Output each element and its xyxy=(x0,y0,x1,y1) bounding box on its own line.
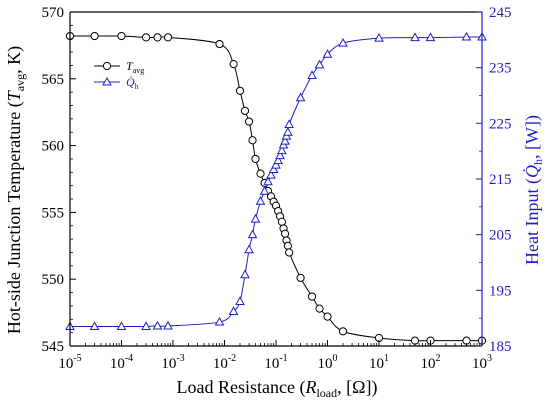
data-point-left xyxy=(280,229,290,238)
data-point-right xyxy=(259,186,270,195)
x-tick-label: 10-4 xyxy=(110,353,133,372)
data-point-right xyxy=(273,155,283,165)
y-right-tick-label: 195 xyxy=(489,283,512,299)
data-point-right xyxy=(116,321,127,331)
chart-lines-layer xyxy=(65,31,487,345)
data-point-left xyxy=(277,217,286,226)
legend-marker-circle xyxy=(102,61,112,71)
data-point-left xyxy=(251,154,260,164)
data-point-right xyxy=(338,37,348,47)
x-tick-label: 10-3 xyxy=(161,353,184,372)
y-right-tick-label: 205 xyxy=(489,228,512,244)
data-point-right xyxy=(374,32,384,42)
legend: Tavg Q̇h xyxy=(94,59,144,91)
legend-label-right-series: Q̇h xyxy=(126,75,139,91)
data-point-right xyxy=(247,229,258,239)
y-left-tick-label: 570 xyxy=(42,5,65,21)
axes-layer xyxy=(69,11,483,347)
data-point-right xyxy=(271,159,281,169)
y-left-tick-label: 555 xyxy=(42,205,65,221)
data-point-left xyxy=(315,304,324,313)
data-point-right xyxy=(280,135,290,145)
x-tick-label: 103 xyxy=(472,353,492,372)
data-point-left xyxy=(229,60,238,69)
data-point-right xyxy=(275,150,285,160)
data-point-left xyxy=(235,86,245,95)
data-point-left xyxy=(163,33,173,42)
data-point-right xyxy=(163,320,173,330)
data-point-right xyxy=(284,119,294,128)
data-point-left xyxy=(283,241,292,250)
x-tick-label: 102 xyxy=(421,353,441,372)
data-point-right xyxy=(307,70,317,79)
data-point-left xyxy=(141,33,151,42)
data-point-right xyxy=(266,169,276,179)
data-point-left xyxy=(244,117,254,126)
y-right-tick-label: 235 xyxy=(489,61,512,77)
data-point-left xyxy=(248,136,257,145)
data-point-right xyxy=(235,296,245,305)
axis-titles-layer: Load Resistance (Rload, [Ω]) Hot-side Ju… xyxy=(4,46,545,400)
y-left-tick-label: 565 xyxy=(42,72,65,88)
data-point-right xyxy=(152,320,163,330)
data-point-left xyxy=(296,273,305,282)
data-point-right xyxy=(322,49,333,58)
y-left-tick-label: 560 xyxy=(42,139,65,155)
data-point-left xyxy=(215,39,224,49)
x-axis-label: Load Resistance (Rload, [Ω]) xyxy=(177,377,378,400)
data-point-right xyxy=(141,321,151,331)
y-left-tick-label: 545 xyxy=(42,339,65,355)
y-right-tick-label: 185 xyxy=(489,339,512,355)
x-tick-label: 10-5 xyxy=(58,353,81,372)
data-point-right xyxy=(268,164,279,174)
data-point-right xyxy=(214,316,225,326)
data-point-right xyxy=(240,269,250,279)
data-point-left xyxy=(256,169,265,178)
data-point-left xyxy=(285,248,294,257)
legend-marker-triangle xyxy=(102,76,112,86)
data-point-right xyxy=(461,31,472,41)
data-point-right xyxy=(255,196,266,205)
data-point-right xyxy=(89,321,100,331)
data-point-right xyxy=(425,32,436,42)
data-point-left xyxy=(307,292,317,301)
tick-labels-layer: 10-5 10-4 10-3 10-2 10-1 100 101 102 103 545 550 55… xyxy=(42,5,512,372)
y-right-tick-label: 225 xyxy=(489,116,512,132)
data-point-right xyxy=(250,213,261,223)
data-point-right xyxy=(295,92,306,102)
data-point-right xyxy=(410,32,420,42)
y-right-tick-label: 245 xyxy=(489,5,512,21)
y-axis-left-label: Hot-side Junction Temperature (Tavg, K) xyxy=(4,46,27,334)
y-axis-right-label: Heat Input (Q̇h, [W]) xyxy=(521,115,545,265)
data-point-left xyxy=(90,31,99,41)
data-point-right xyxy=(314,59,325,69)
data-point-right xyxy=(244,244,254,254)
data-point-left xyxy=(240,106,250,115)
y-left-tick-label: 550 xyxy=(42,272,65,288)
y-right-tick-label: 215 xyxy=(489,172,512,188)
data-point-right xyxy=(228,306,239,315)
data-point-left xyxy=(338,327,348,336)
x-tick-label: 10-2 xyxy=(213,353,236,372)
x-tick-label: 100 xyxy=(318,353,338,372)
data-point-left xyxy=(153,33,162,42)
data-point-left xyxy=(323,312,332,321)
data-point-left xyxy=(117,31,126,41)
x-tick-label: 101 xyxy=(369,353,389,372)
data-point-right xyxy=(277,145,287,155)
data-point-right xyxy=(263,176,273,186)
legend-label-left-series: Tavg xyxy=(126,59,144,75)
x-tick-label: 10-1 xyxy=(264,353,287,372)
data-point-right xyxy=(283,127,293,136)
